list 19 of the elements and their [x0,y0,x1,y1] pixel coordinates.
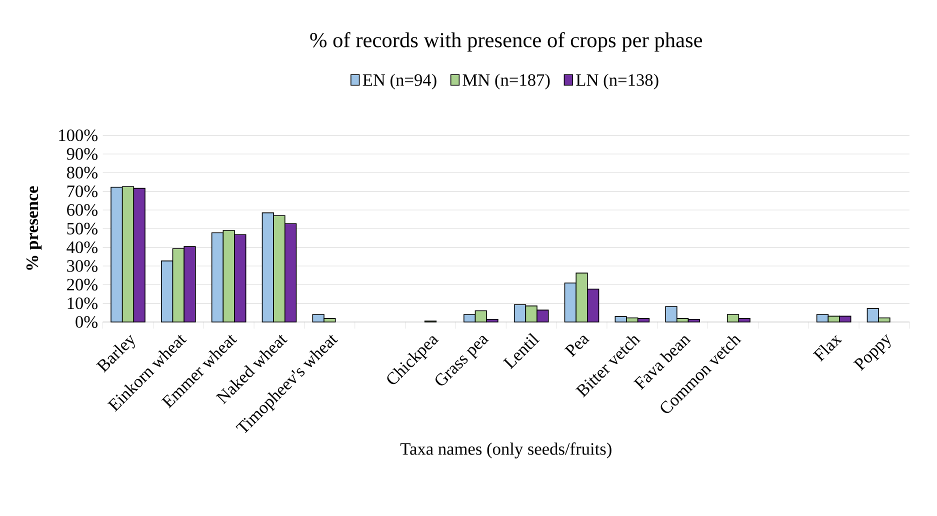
y-tick-label: 90% [66,148,98,160]
x-axis-title: Taxa names (only seeds/fruits) [400,442,612,458]
y-tick-label: 50% [67,222,98,235]
y-tick-label: 0% [76,316,98,328]
y-axis-title: % presence [26,186,42,270]
x-tick-label: Pea [564,336,590,358]
legend-label: LN (n=138) [576,74,658,90]
y-tick-label: 30% [67,260,98,272]
y-tick-label: 100% [59,129,98,142]
y-tick-label: 80% [66,166,98,179]
y-tick-label: 10% [68,297,98,310]
x-tick-label: Flax [812,335,842,362]
y-tick-label: 20% [67,278,98,291]
y-tick-label: 60% [67,204,98,216]
chart-title: % of records with presence of crops per phase [310,32,702,52]
y-tick-label: 70% [67,185,98,198]
y-tick-label: 40% [66,241,98,254]
legend-label: MN (n=187) [462,74,550,90]
legend-label: EN (n=94) [362,74,436,90]
